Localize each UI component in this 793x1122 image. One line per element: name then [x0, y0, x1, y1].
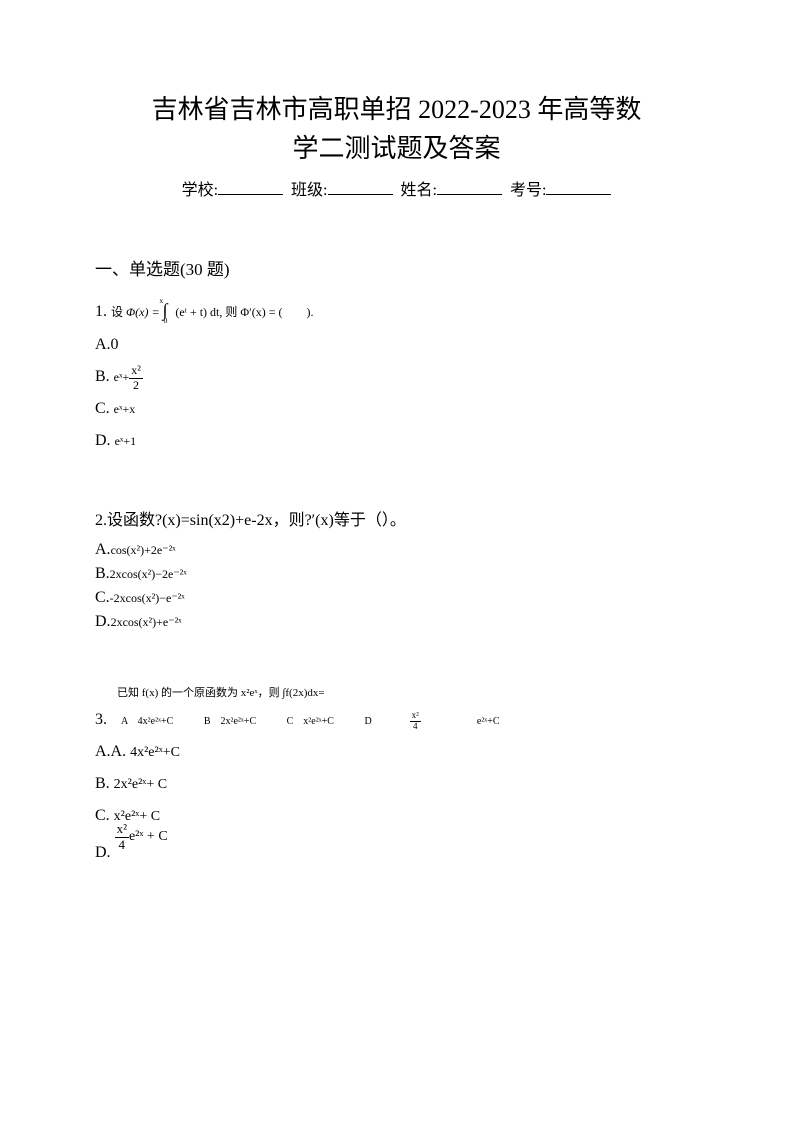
q3-option-d[interactable]: D. x²4e²ˣ + C	[95, 832, 698, 862]
q3-inline-options: A 4x²e²ˣ+C B 2x²e²ˣ+C C x²e²ˣ+C D x²4e²ˣ…	[121, 716, 556, 727]
section-1-heading: 一、单选题(30 题)	[95, 255, 698, 280]
q2-c-math: -2xcos(x²)−e⁻²ˣ	[110, 591, 185, 605]
q3-a-label: A.A.	[95, 743, 126, 760]
q3-number: 3.	[95, 711, 107, 728]
exam-title: 吉林省吉林市高职单招 2022-2023 年高等数 学二测试题及答案	[95, 90, 698, 168]
class-blank[interactable]	[328, 179, 393, 195]
q2-d-math: 2xcos(x²)+e⁻²ˣ	[111, 615, 182, 629]
q1-option-d[interactable]: D. eˣ+1	[95, 425, 698, 457]
q1-d-math: eˣ+1	[115, 434, 137, 448]
school-blank[interactable]	[218, 179, 283, 195]
q3-d-label: D.	[95, 843, 111, 862]
q2-a-math: cos(x²)+2e⁻²ˣ	[111, 543, 176, 557]
q1-b-label: B.	[95, 368, 110, 385]
q3-b-label: B.	[95, 775, 110, 792]
q2-stem: 2.设函数?(x)=sin(x2)+e-2x，则?′(x)等于（）。	[95, 507, 698, 536]
q1-d-label: D.	[95, 432, 111, 449]
class-label: 班级:	[291, 182, 327, 199]
q3-d-math: x²4e²ˣ + C	[115, 822, 168, 852]
title-line-2: 学二测试题及答案	[292, 134, 500, 163]
school-field[interactable]: 学校:	[182, 176, 283, 200]
q1-option-a[interactable]: A.0	[95, 329, 698, 361]
q3-option-c[interactable]: C. x²e²ˣ+ C	[95, 800, 698, 832]
question-1: 1. 设 Φ(x) = ∫0x(eᵗ + t) dt, 则 Φ′(x) = ( …	[95, 294, 698, 457]
q3-c-label: C.	[95, 807, 110, 824]
title-line-1: 吉林省吉林市高职单招 2022-2023 年高等数	[152, 95, 642, 124]
name-blank[interactable]	[437, 179, 502, 195]
q3-inline-c: C x²e²ˣ+C	[287, 716, 334, 727]
name-field[interactable]: 姓名:	[401, 176, 502, 200]
q2-option-b[interactable]: B.2xcos(x²)−2e⁻²ˣ	[95, 562, 698, 586]
q3-inline-a: A 4x²e²ˣ+C	[121, 716, 173, 727]
q1-number: 1.	[95, 303, 107, 320]
q1-c-math: eˣ+x	[114, 402, 136, 416]
q2-option-a[interactable]: A.cos(x²)+2e⁻²ˣ	[95, 538, 698, 562]
q2-b-math: 2xcos(x²)−2e⁻²ˣ	[110, 567, 187, 581]
question-2: 2.设函数?(x)=sin(x2)+e-2x，则?′(x)等于（）。 A.cos…	[95, 507, 698, 634]
q1-stem: 1. 设 Φ(x) = ∫0x(eᵗ + t) dt, 则 Φ′(x) = ( …	[95, 294, 698, 327]
q1-stem-text: 设 Φ(x) = ∫0x(eᵗ + t) dt, 则 Φ′(x) = ( ).	[111, 305, 314, 319]
q1-b-math: eˣ+x²2	[114, 370, 143, 384]
exam-no-label: 考号:	[510, 182, 546, 199]
exam-no-field[interactable]: 考号:	[510, 176, 611, 200]
q3-b-math: 2x²e²ˣ+ C	[114, 777, 167, 792]
q2-d-label: D.	[95, 613, 111, 630]
q3-stem-line: 3. A 4x²e²ˣ+C B 2x²e²ˣ+C C x²e²ˣ+C D x²4…	[95, 706, 698, 735]
q2-a-label: A.	[95, 541, 111, 558]
q1-option-c[interactable]: C. eˣ+x	[95, 393, 698, 425]
exam-no-blank[interactable]	[546, 179, 611, 195]
q3-inline-d: D x²4e²ˣ+C	[364, 716, 527, 727]
q3-option-b[interactable]: B. 2x²e²ˣ+ C	[95, 768, 698, 800]
name-label: 姓名:	[401, 182, 437, 199]
q3-a-math: 4x²e²ˣ+C	[130, 745, 180, 760]
q2-c-label: C.	[95, 589, 110, 606]
student-info-line: 学校: 班级: 姓名: 考号:	[95, 176, 698, 200]
q2-b-label: B.	[95, 565, 110, 582]
question-3: 已知 f(x) 的一个原函数为 x²eˣ，则 ∫f(2x)dx= 3. A 4x…	[95, 684, 698, 862]
q1-c-label: C.	[95, 400, 110, 417]
class-field[interactable]: 班级:	[291, 176, 392, 200]
q2-option-d[interactable]: D.2xcos(x²)+e⁻²ˣ	[95, 610, 698, 634]
school-label: 学校:	[182, 182, 218, 199]
q3-header-text: 已知 f(x) 的一个原函数为 x²eˣ，则 ∫f(2x)dx=	[117, 684, 698, 700]
q3-inline-b: B 2x²e²ˣ+C	[204, 716, 256, 727]
q2-option-c[interactable]: C.-2xcos(x²)−e⁻²ˣ	[95, 586, 698, 610]
q1-option-b[interactable]: B. eˣ+x²2	[95, 361, 698, 393]
q3-option-a[interactable]: A.A. 4x²e²ˣ+C	[95, 736, 698, 768]
